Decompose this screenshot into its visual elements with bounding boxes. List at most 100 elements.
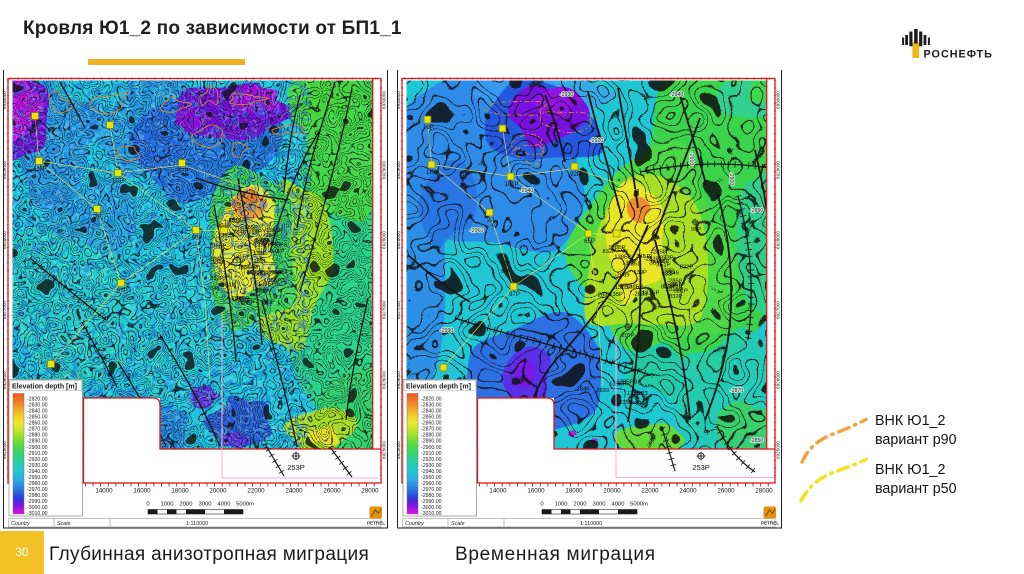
svg-text:139Р: 139Р (663, 283, 677, 289)
svg-text:PETREL: PETREL (761, 521, 779, 526)
svg-text:Country: Country (11, 521, 30, 527)
svg-text:6928000: 6928000 (381, 231, 386, 249)
svg-text:138БР: 138БР (247, 270, 264, 276)
svg-text:-3000.00: -3000.00 (27, 505, 48, 511)
svg-text:-2940.00: -2940.00 (27, 469, 48, 475)
svg-text:97P: 97P (117, 289, 128, 295)
svg-text:6926000: 6926000 (775, 371, 780, 389)
svg-text:-2970.00: -2970.00 (27, 487, 48, 493)
svg-text:253P: 253P (692, 463, 710, 472)
svg-text:19P: 19P (423, 125, 434, 131)
svg-text:-2890: -2890 (750, 208, 763, 214)
svg-text:131БР: 131БР (261, 240, 278, 246)
svg-text:вариант p50: вариант p50 (875, 481, 957, 497)
svg-text:-2960.00: -2960.00 (27, 481, 48, 487)
svg-text:131БР: 131БР (233, 255, 250, 261)
svg-text:-2839: -2839 (226, 218, 241, 224)
svg-text:133Р: 133Р (254, 243, 268, 249)
svg-text:138БР: 138БР (614, 254, 631, 260)
svg-text:6928000: 6928000 (2, 231, 7, 249)
svg-text:138БРЗ: 138БРЗ (238, 265, 259, 271)
svg-text:97P: 97P (509, 292, 520, 298)
svg-text:4000: 4000 (612, 502, 625, 508)
svg-text:6928000: 6928000 (396, 231, 401, 249)
svg-text:6928000: 6928000 (775, 231, 780, 249)
svg-text:-2940: -2940 (520, 188, 533, 194)
svg-text:3000: 3000 (593, 502, 606, 508)
svg-text:139Р: 139Р (248, 230, 262, 236)
svg-text:-2846: -2846 (575, 387, 590, 393)
svg-text:-2910.00: -2910.00 (27, 451, 48, 457)
svg-text:-2870.00: -2870.00 (421, 427, 442, 433)
svg-text:138БР: 138БР (266, 228, 283, 234)
svg-text:-2870.00: -2870.00 (27, 427, 48, 433)
svg-text:ЗБ1Р: ЗБ1Р (221, 283, 236, 289)
svg-text:вариант p90: вариант p90 (875, 432, 957, 448)
svg-text:28000: 28000 (755, 488, 773, 495)
svg-text:6926000: 6926000 (396, 371, 401, 389)
svg-text:-2920.00: -2920.00 (421, 457, 442, 463)
svg-text:4000: 4000 (218, 502, 231, 508)
svg-text:-2850.00: -2850.00 (421, 415, 442, 421)
svg-text:133Р: 133Р (232, 259, 246, 265)
svg-text:0: 0 (146, 502, 149, 508)
svg-text:133Р: 133Р (660, 269, 674, 275)
svg-text:-2890.00: -2890.00 (421, 439, 442, 445)
svg-text:832Р: 832Р (210, 276, 224, 282)
svg-text:14000: 14000 (95, 488, 113, 495)
svg-text:24000: 24000 (679, 488, 697, 495)
svg-text:Elevation depth [m]: Elevation depth [m] (12, 384, 77, 391)
svg-text:6929000: 6929000 (775, 161, 780, 179)
svg-text:-2846: -2846 (254, 288, 269, 294)
svg-text:95Р: 95Р (691, 227, 701, 233)
svg-text:119P: 119P (33, 167, 47, 173)
svg-text:135Р: 135Р (669, 284, 683, 290)
svg-text:832Р: 832Р (680, 264, 694, 270)
svg-text:6927000: 6927000 (2, 301, 7, 319)
svg-text:-2990.00: -2990.00 (27, 499, 48, 505)
svg-text:-2839: -2839 (596, 293, 611, 299)
svg-text:65P: 65P (584, 239, 595, 245)
svg-text:2P: 2P (487, 218, 494, 224)
svg-text:6925000: 6925000 (2, 441, 7, 459)
svg-text:-2950.00: -2950.00 (27, 475, 48, 481)
svg-text:-2880.00: -2880.00 (27, 433, 48, 439)
svg-text:131БР: 131БР (253, 240, 270, 246)
svg-text:1000: 1000 (555, 502, 568, 508)
svg-text:138БР: 138БР (608, 245, 625, 251)
svg-text:-2940.00: -2940.00 (421, 469, 442, 475)
svg-text:28000: 28000 (361, 488, 379, 495)
svg-text:-2980.00: -2980.00 (27, 493, 48, 499)
svg-text:832Р: 832Р (603, 249, 617, 255)
svg-text:-2820.00: -2820.00 (421, 397, 442, 403)
svg-text:94Р: 94Р (501, 269, 511, 275)
svg-text:-2900.00: -2900.00 (421, 445, 442, 451)
svg-text:ЗБ1Р: ЗБ1Р (671, 282, 686, 288)
svg-text:135Р: 135Р (236, 297, 250, 303)
svg-text:-2846: -2846 (263, 233, 278, 239)
svg-text:92P: 92P (570, 172, 581, 178)
svg-text:6930000: 6930000 (2, 91, 7, 109)
svg-text:-2839: -2839 (219, 233, 234, 239)
svg-text:-2851: -2851 (252, 259, 267, 265)
svg-text:РОСНЕФТЬ: РОСНЕФТЬ (924, 49, 993, 61)
svg-text:833Р: 833Р (661, 285, 675, 291)
svg-text:138БР: 138БР (237, 300, 254, 306)
svg-text:6925000: 6925000 (381, 441, 386, 459)
svg-text:202Р: 202Р (621, 333, 634, 339)
svg-text:19P: 19P (31, 122, 42, 128)
svg-text:138БРЗ: 138БРЗ (267, 242, 288, 248)
svg-text:20000: 20000 (209, 488, 227, 495)
svg-text:ЗБ1Р: ЗБ1Р (656, 262, 671, 268)
svg-text:5000m: 5000m (236, 502, 254, 508)
svg-text:PETREL: PETREL (367, 521, 385, 526)
svg-text:6927000: 6927000 (396, 301, 401, 319)
svg-text:-2839: -2839 (230, 296, 245, 302)
svg-text:-2846: -2846 (208, 257, 223, 263)
svg-text:18000: 18000 (565, 488, 583, 495)
svg-text:22000: 22000 (641, 488, 659, 495)
svg-text:24000: 24000 (285, 488, 303, 495)
svg-text:6926000: 6926000 (2, 371, 7, 389)
svg-text:-2830.00: -2830.00 (27, 403, 48, 409)
svg-text:-2870: -2870 (730, 388, 743, 394)
